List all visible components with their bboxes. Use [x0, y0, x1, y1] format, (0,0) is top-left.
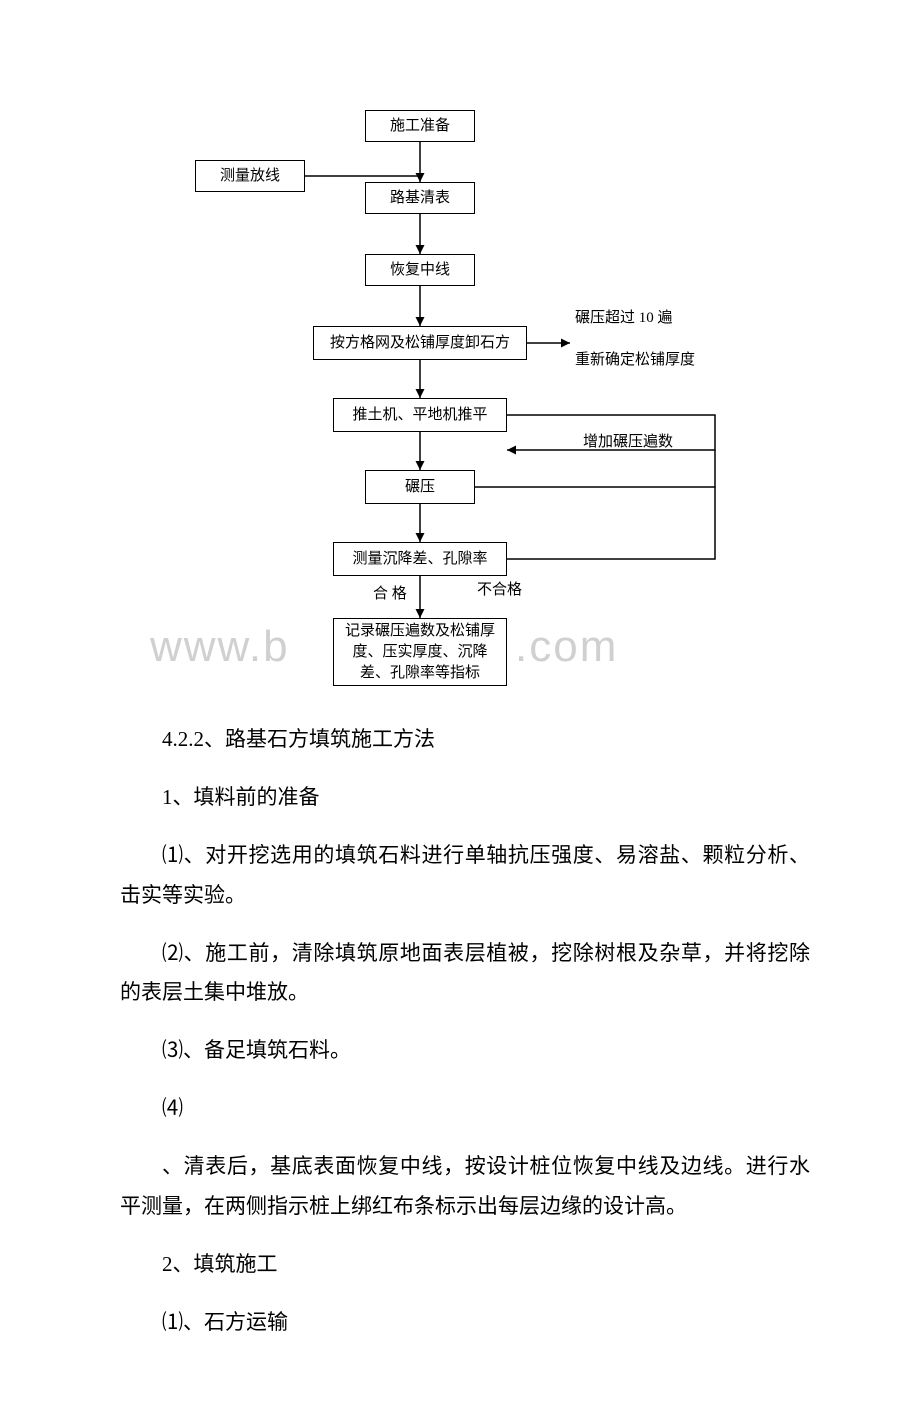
flow-node-prep: 施工准备 — [365, 110, 475, 142]
heading-422: 4.2.2、路基石方填筑施工方法 — [120, 720, 810, 760]
flow-node-label: 施工准备 — [390, 116, 450, 137]
flow-node-clear: 路基清表 — [365, 182, 475, 214]
flow-node-label: 按方格网及松铺厚度卸石方 — [330, 333, 510, 354]
flow-node-unload: 按方格网及松铺厚度卸石方 — [313, 326, 527, 360]
edge-label-rethickness: 重新确定松铺厚度 — [575, 348, 695, 369]
flow-node-survey: 测量放线 — [195, 160, 305, 192]
flow-node-roll: 碾压 — [365, 470, 475, 504]
edge-label-fail: 不合格 — [477, 578, 522, 599]
flow-node-label: 碾压 — [405, 477, 435, 498]
flow-node-centerline: 恢复中线 — [365, 254, 475, 286]
flow-node-label: 路基清表 — [390, 188, 450, 209]
flow-node-level: 推土机、平地机推平 — [333, 398, 507, 432]
edge-label-addpasses: 增加碾压遍数 — [583, 430, 673, 451]
para-1-3: ⑶、备足填筑石料。 — [120, 1031, 810, 1071]
flow-node-label: 推土机、平地机推平 — [352, 405, 487, 426]
flow-node-record: 记录碾压遍数及松铺厚度、压实厚度、沉降差、孔隙率等指标 — [333, 618, 507, 686]
flow-node-label: 记录碾压遍数及松铺厚度、压实厚度、沉降差、孔隙率等指标 — [340, 621, 500, 684]
watermark-right: .com — [515, 622, 618, 672]
para-2-1: ⑴、石方运输 — [120, 1303, 810, 1343]
para-1-4a: ⑷ — [120, 1089, 810, 1129]
watermark-left: www.b — [150, 622, 290, 672]
document-body: 4.2.2、路基石方填筑施工方法 1、填料前的准备 ⑴、对开挖选用的填筑石料进行… — [120, 720, 810, 1343]
flow-node-label: 恢复中线 — [390, 260, 450, 281]
flow-node-label: 测量沉降差、孔隙率 — [352, 549, 487, 570]
para-1-1: ⑴、对开挖选用的填筑石料进行单轴抗压强度、易溶盐、颗粒分析、击实等实验。 — [120, 836, 810, 916]
flow-node-measure: 测量沉降差、孔隙率 — [333, 542, 507, 576]
edge-label-over10: 碾压超过 10 遍 — [575, 306, 673, 327]
flow-node-label: 测量放线 — [220, 166, 280, 187]
para-2: 2、填筑施工 — [120, 1245, 810, 1285]
document-page: 施工准备 测量放线 路基清表 恢复中线 按方格网及松铺厚度卸石方 推土机、平地机… — [0, 0, 920, 1421]
para-1-4b: 、清表后，基底表面恢复中线，按设计桩位恢复中线及边线。进行水平测量，在两侧指示桩… — [120, 1147, 810, 1227]
edge-label-pass: 合 格 — [373, 582, 407, 603]
para-1: 1、填料前的准备 — [120, 778, 810, 818]
para-1-2: ⑵、施工前，清除填筑原地面表层植被，挖除树根及杂草，并将挖除的表层土集中堆放。 — [120, 934, 810, 1014]
flowchart-construction-process: 施工准备 测量放线 路基清表 恢复中线 按方格网及松铺厚度卸石方 推土机、平地机… — [195, 110, 735, 690]
